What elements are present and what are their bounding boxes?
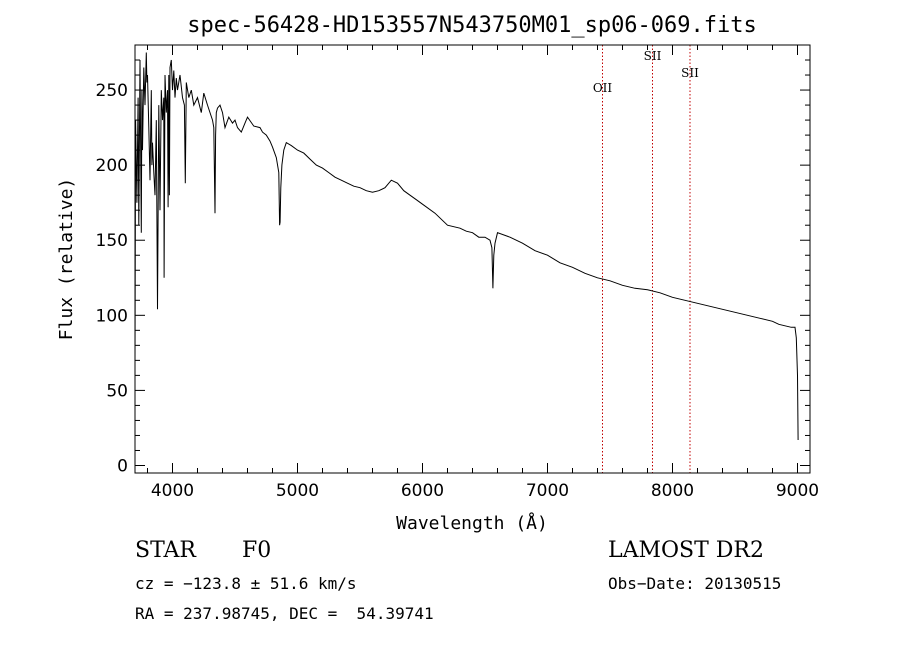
y-axis-label: Flux (relative) [56,178,77,341]
y-tick-label: 50 [106,381,128,401]
x-tick-label: 4000 [151,481,194,501]
x-tick-label: 5000 [276,481,319,501]
y-axis: 0 50 100 150 200 250 [96,59,810,476]
y-tick-label: 150 [96,231,128,251]
line-marker-label: SII [681,66,699,80]
spectrum-line [134,52,799,441]
x-tick-label: 6000 [401,481,444,501]
y-tick-label: 0 [117,456,128,476]
x-tick-label: 9000 [776,481,819,501]
y-tick-label: 200 [96,156,128,176]
y-tick-label: 250 [96,81,128,101]
observation-date: Obs−Date: 20130515 [608,574,782,593]
object-subclass: F0 [242,538,272,563]
sky-coordinates: RA = 237.98745, DEC = 54.39741 [135,604,434,623]
x-tick-label: 7000 [526,481,569,501]
x-axis: 4000 5000 6000 7000 8000 9000 [147,45,819,501]
emission-line-markers: OII SII SII [593,45,699,473]
line-marker-label: SII [644,49,662,63]
x-axis-label: Wavelength (Å) [396,512,548,534]
redshift-cz: cz = −123.8 ± 51.6 km/s [135,574,357,593]
line-marker-label: OII [593,81,613,95]
plot-frame [134,44,811,474]
x-tick-label: 8000 [651,481,694,501]
object-class: STAR [135,538,196,563]
y-tick-label: 100 [96,306,128,326]
chart-title: spec-56428-HD153557N543750M01_sp06-069.f… [187,13,757,38]
survey-name: LAMOST DR2 [608,538,764,563]
